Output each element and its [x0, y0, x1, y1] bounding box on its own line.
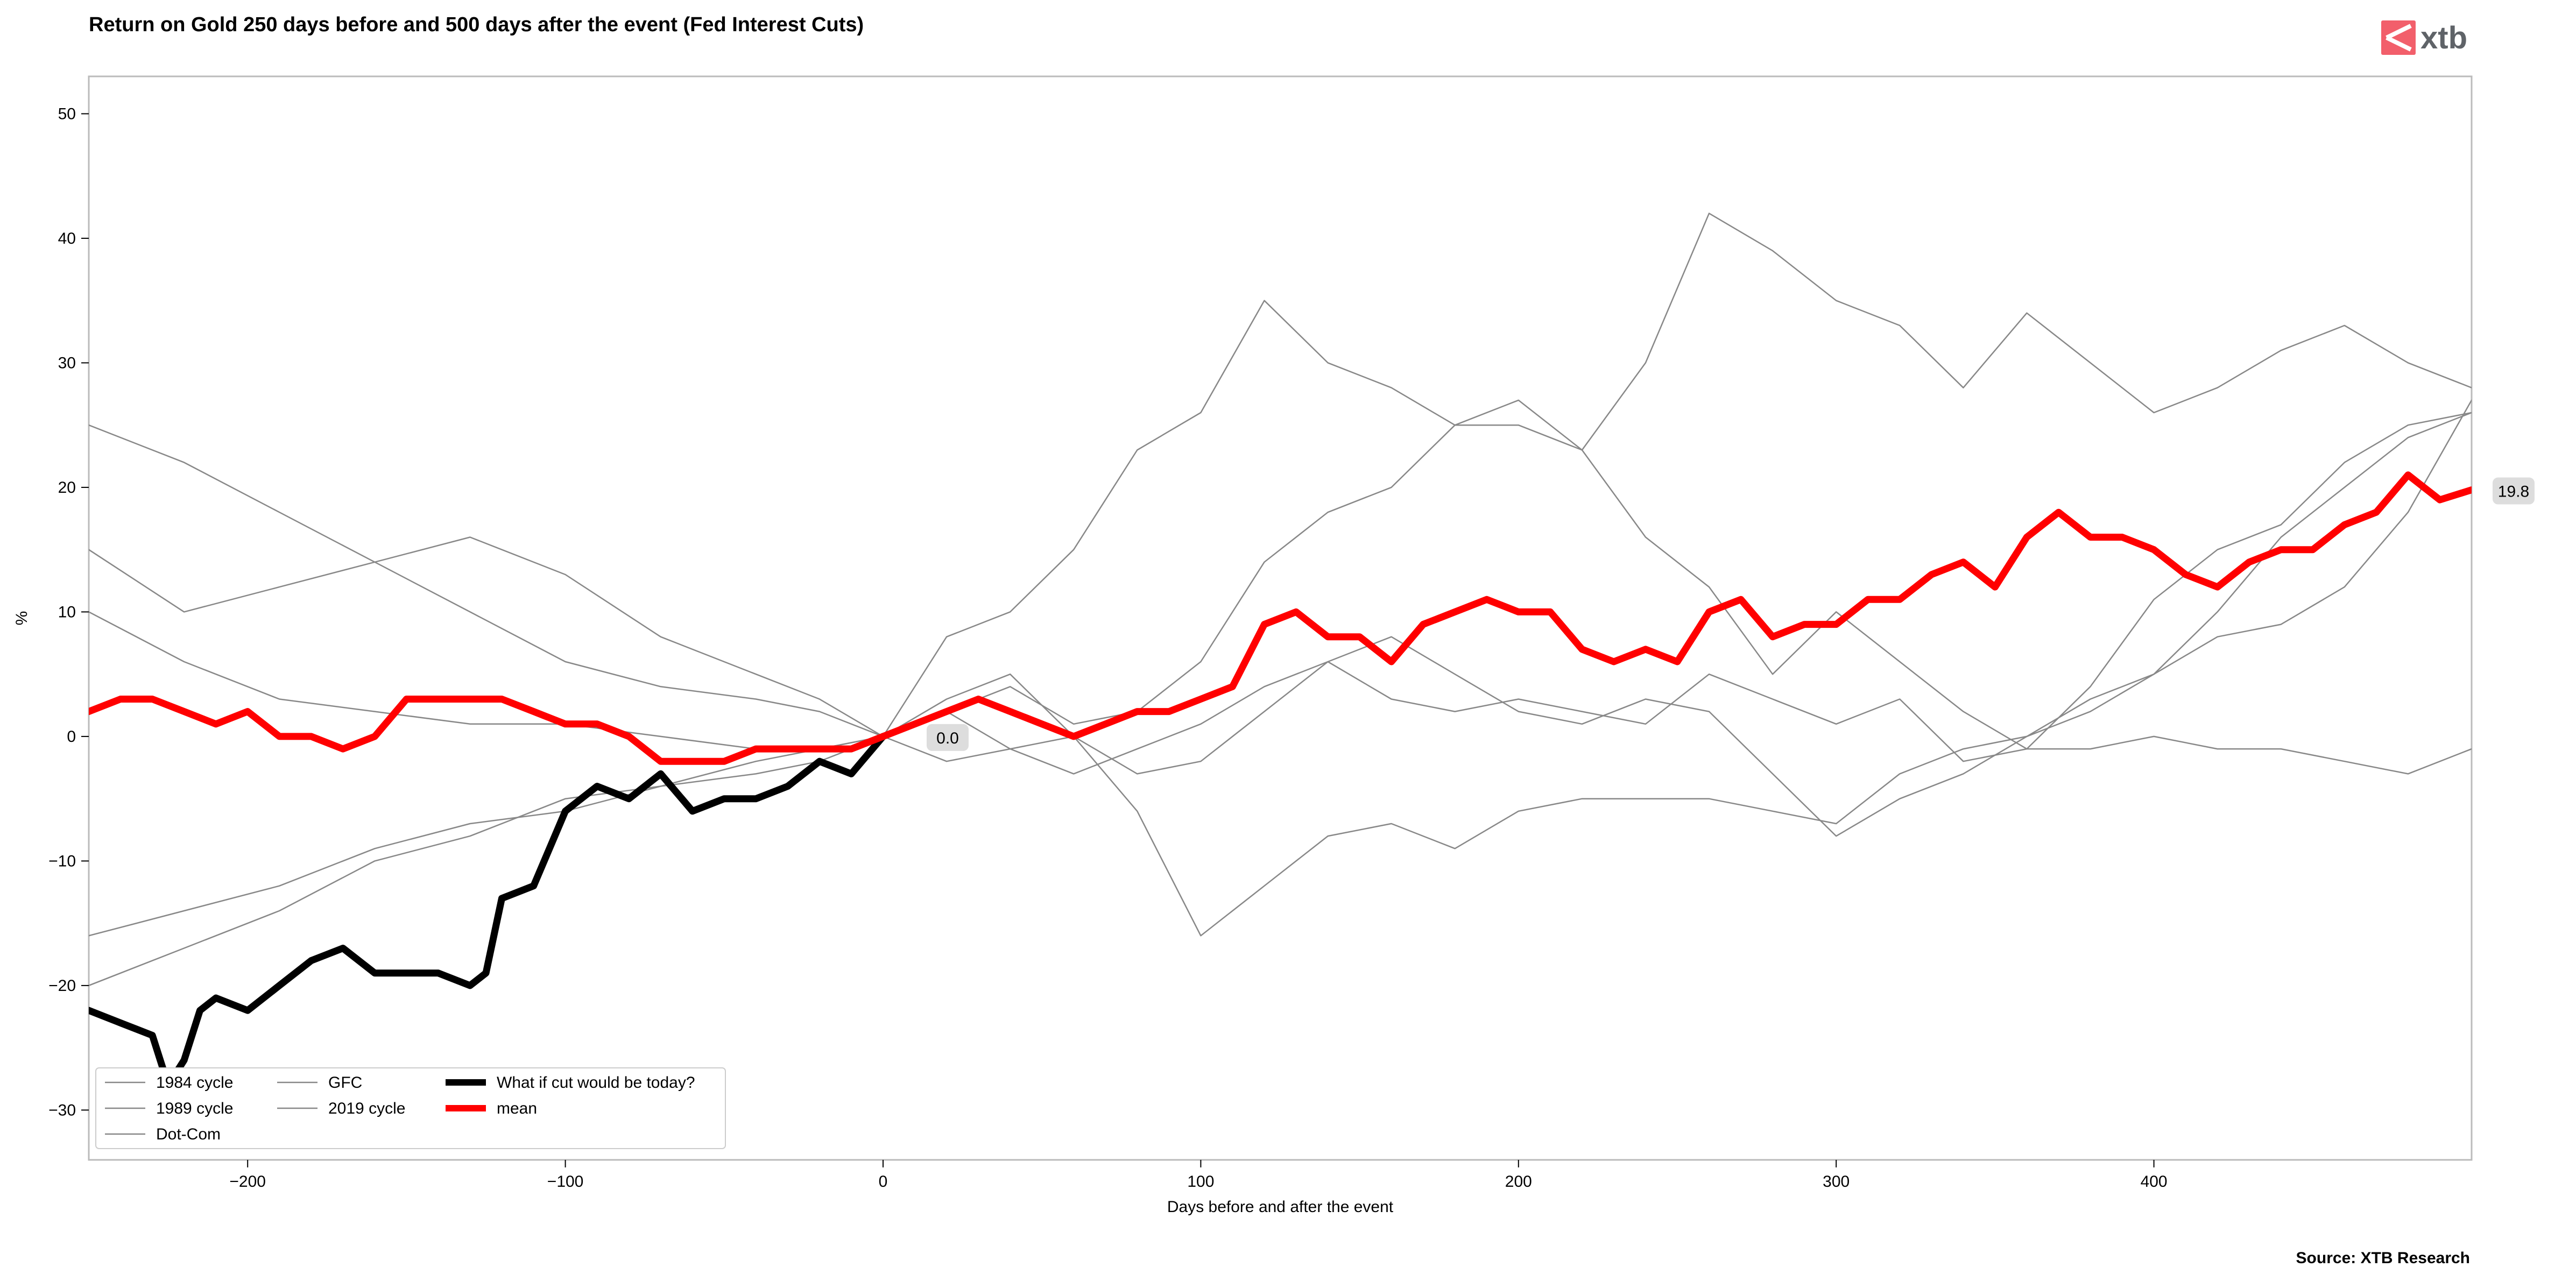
y-tick-label: 0: [67, 728, 76, 746]
series-line-1989-cycle: [89, 412, 2472, 837]
y-tick-label: 30: [58, 354, 76, 372]
legend: 1984 cycle 1989 cycle Dot-Com GFC 2019 cycle…: [95, 1067, 726, 1149]
x-tick-label: 100: [1187, 1173, 1214, 1191]
x-axis: −200 −100 0 100 200 300 400: [229, 1160, 2168, 1191]
x-tick-label: 300: [1823, 1173, 1850, 1191]
legend-label: mean: [497, 1100, 537, 1117]
series-line-1984-cycle: [89, 399, 2472, 937]
y-axis-label: %: [13, 611, 31, 626]
value-callout-label: 19.8: [2498, 483, 2529, 501]
annotation-layer: 0.0 19.8: [927, 477, 2535, 751]
series-line-dot-com: [89, 611, 2472, 775]
x-tick-label: −200: [229, 1173, 266, 1191]
legend-label: 1984 cycle: [156, 1074, 233, 1092]
y-tick-label: −10: [48, 852, 76, 870]
x-tick-label: 200: [1505, 1173, 1532, 1191]
y-tick-label: 20: [58, 479, 76, 497]
series-line-what-if-cut-would-be-today: [89, 733, 887, 1089]
x-tick-label: 0: [879, 1173, 888, 1191]
xtb-logo: xtb: [2381, 20, 2467, 55]
legend-label: What if cut would be today?: [497, 1074, 695, 1092]
x-tick-label: −100: [547, 1173, 584, 1191]
y-tick-label: 10: [58, 603, 76, 621]
series-line-gfc: [89, 213, 2472, 937]
source-note: Source: XTB Research: [2296, 1249, 2470, 1267]
y-axis: −30 −20 −10 0 10 20 30 40 50: [48, 105, 89, 1119]
y-tick-label: −20: [48, 977, 76, 995]
chart-title: Return on Gold 250 days before and 500 d…: [89, 13, 864, 36]
y-tick-label: 50: [58, 105, 76, 123]
series-line-2019-cycle: [89, 412, 2472, 987]
legend-label: 1989 cycle: [156, 1100, 233, 1117]
value-callout-label: 0.0: [936, 729, 959, 747]
plot-frame: [88, 75, 2473, 1161]
value-callout-box: [927, 724, 969, 751]
y-tick-label: −30: [48, 1101, 76, 1119]
x-axis-label: Days before and after the event: [1167, 1198, 1394, 1216]
logo-text: xtb: [2420, 20, 2467, 55]
legend-label: Dot-Com: [156, 1125, 221, 1143]
legend-label: GFC: [328, 1074, 362, 1092]
x-tick-label: 400: [2141, 1173, 2168, 1191]
y-tick-label: 40: [58, 230, 76, 247]
series-layer: [89, 213, 2472, 1089]
value-callout-box: [2493, 477, 2535, 505]
legend-label: 2019 cycle: [328, 1100, 405, 1117]
series-line-mean: [89, 471, 2472, 765]
